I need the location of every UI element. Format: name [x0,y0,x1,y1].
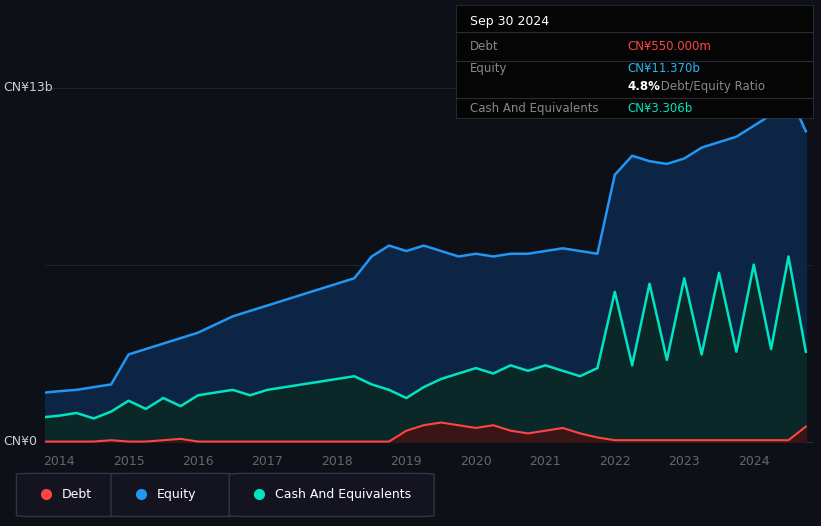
Text: CN¥0: CN¥0 [3,435,37,448]
Text: Sep 30 2024: Sep 30 2024 [470,15,549,28]
Text: Cash And Equivalents: Cash And Equivalents [275,488,411,501]
Text: Debt/Equity Ratio: Debt/Equity Ratio [658,80,765,93]
FancyBboxPatch shape [16,473,126,517]
Text: Equity: Equity [157,488,196,501]
Text: Debt: Debt [470,40,498,53]
FancyBboxPatch shape [229,473,434,517]
Text: Debt: Debt [62,488,92,501]
FancyBboxPatch shape [111,473,237,517]
Text: 4.8%: 4.8% [627,80,660,93]
Text: CN¥13b: CN¥13b [3,81,53,94]
Text: Cash And Equivalents: Cash And Equivalents [470,102,599,115]
Text: CN¥3.306b: CN¥3.306b [627,102,692,115]
Text: CN¥11.370b: CN¥11.370b [627,62,700,75]
Text: Equity: Equity [470,62,507,75]
Text: CN¥550.000m: CN¥550.000m [627,40,711,53]
